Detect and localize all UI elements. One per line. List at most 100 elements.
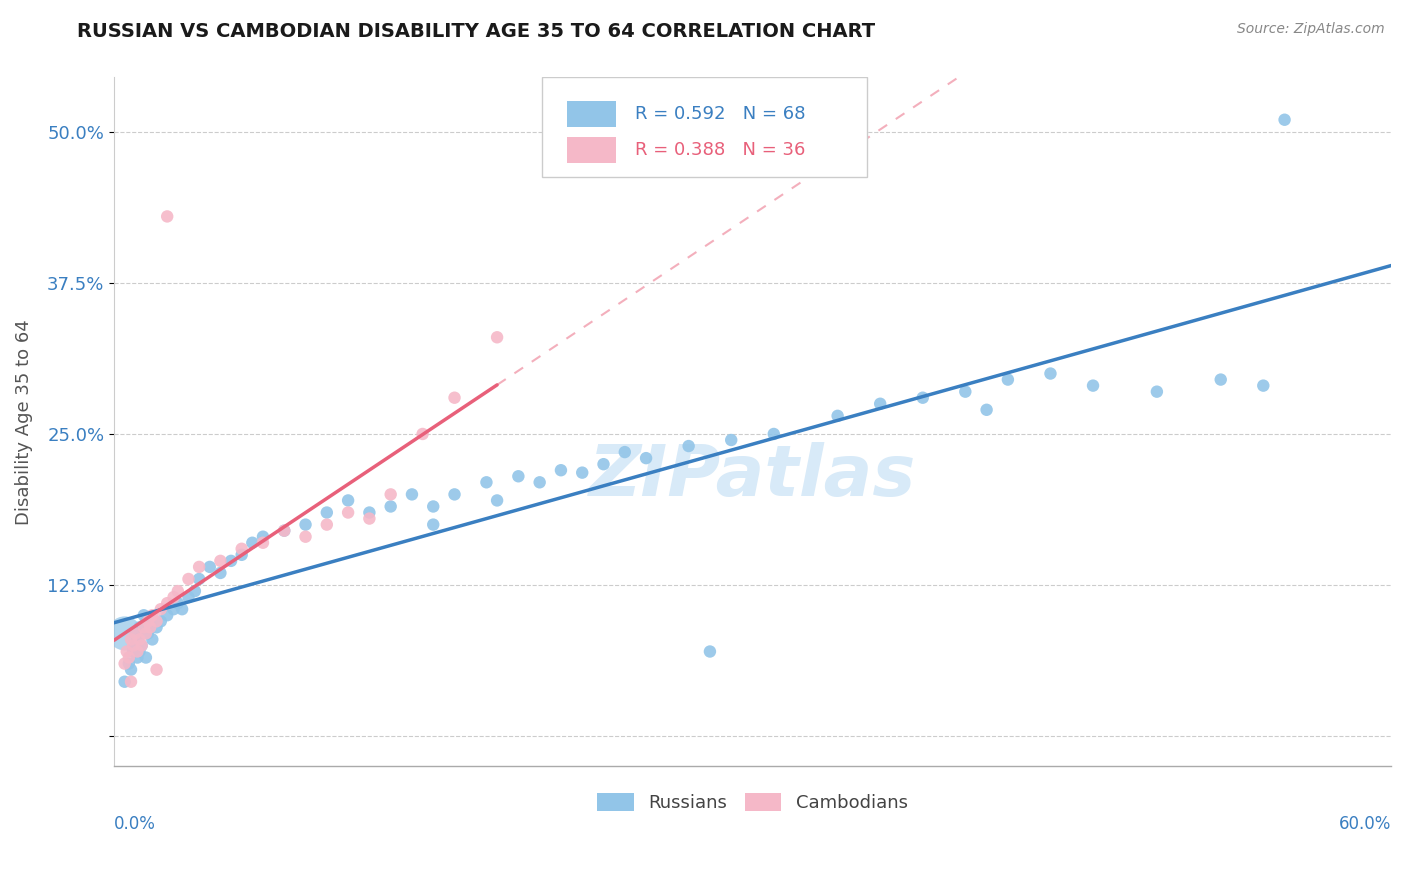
Point [145, 663, 167, 677]
Point [613, 445, 636, 459]
FancyBboxPatch shape [568, 136, 616, 163]
FancyBboxPatch shape [541, 78, 868, 178]
Point [955, 384, 977, 399]
Point [124, 639, 146, 653]
Point [120, 632, 142, 647]
Point [114, 657, 136, 671]
Point [115, 644, 138, 658]
Point [209, 554, 232, 568]
Text: 60.0%: 60.0% [1339, 814, 1391, 832]
Point [156, 210, 179, 224]
Point [699, 644, 721, 658]
Point [156, 608, 179, 623]
Point [720, 433, 742, 447]
Point [337, 493, 360, 508]
Point [273, 524, 295, 538]
Point [827, 409, 849, 423]
Point [166, 584, 188, 599]
Legend: Russians, Cambodians: Russians, Cambodians [591, 786, 915, 819]
Point [166, 596, 188, 610]
Point [124, 626, 146, 640]
Point [188, 560, 211, 574]
Point [315, 517, 337, 532]
Y-axis label: Disability Age 35 to 64: Disability Age 35 to 64 [15, 319, 32, 524]
Point [136, 615, 159, 629]
Point [762, 427, 785, 442]
Text: 0.0%: 0.0% [114, 814, 156, 832]
Point [135, 626, 157, 640]
Point [135, 650, 157, 665]
Point [231, 548, 253, 562]
Text: RUSSIAN VS CAMBODIAN DISABILITY AGE 35 TO 64 CORRELATION CHART: RUSSIAN VS CAMBODIAN DISABILITY AGE 35 T… [77, 22, 876, 41]
Text: Source: ZipAtlas.com: Source: ZipAtlas.com [1237, 22, 1385, 37]
Point [294, 530, 316, 544]
Point [571, 466, 593, 480]
Point [188, 572, 211, 586]
Point [131, 623, 153, 637]
Point [128, 620, 150, 634]
Point [678, 439, 700, 453]
Point [124, 626, 146, 640]
Point [443, 487, 465, 501]
Text: R = 0.388   N = 36: R = 0.388 N = 36 [636, 141, 806, 159]
Point [141, 608, 163, 623]
Point [231, 541, 253, 556]
Point [529, 475, 551, 490]
Point [139, 618, 162, 632]
Point [131, 639, 153, 653]
Point [486, 330, 509, 344]
Point [162, 590, 184, 604]
Point [156, 596, 179, 610]
Point [145, 620, 167, 634]
Point [177, 590, 200, 604]
Point [122, 639, 145, 653]
Point [122, 644, 145, 658]
Point [120, 674, 142, 689]
Point [132, 620, 155, 634]
Point [1274, 112, 1296, 127]
Point [486, 493, 509, 508]
Point [149, 602, 172, 616]
Point [273, 524, 295, 538]
Point [198, 560, 221, 574]
Point [636, 451, 658, 466]
Point [128, 644, 150, 658]
Point [508, 469, 530, 483]
Point [149, 615, 172, 629]
Point [240, 535, 263, 549]
Point [252, 530, 274, 544]
Point [132, 608, 155, 623]
Point [120, 663, 142, 677]
Point [1209, 373, 1232, 387]
Point [252, 535, 274, 549]
Point [412, 427, 434, 442]
Point [139, 620, 162, 634]
Point [209, 566, 232, 580]
Point [592, 457, 614, 471]
Point [1039, 367, 1062, 381]
Point [315, 506, 337, 520]
Point [127, 650, 149, 665]
Text: R = 0.592   N = 68: R = 0.592 N = 68 [636, 105, 806, 123]
Point [401, 487, 423, 501]
FancyBboxPatch shape [568, 101, 616, 127]
Point [114, 674, 136, 689]
Point [114, 626, 136, 640]
Text: ZIPatlas: ZIPatlas [589, 442, 917, 511]
Point [162, 602, 184, 616]
Point [380, 500, 402, 514]
Point [337, 506, 360, 520]
Point [172, 602, 194, 616]
Point [127, 644, 149, 658]
Point [118, 650, 141, 665]
Point [359, 506, 381, 520]
Point [1081, 378, 1104, 392]
Point [443, 391, 465, 405]
Point [219, 554, 242, 568]
Point [1146, 384, 1168, 399]
Point [294, 517, 316, 532]
Point [128, 632, 150, 647]
Point [422, 517, 444, 532]
Point [550, 463, 572, 477]
Point [141, 632, 163, 647]
